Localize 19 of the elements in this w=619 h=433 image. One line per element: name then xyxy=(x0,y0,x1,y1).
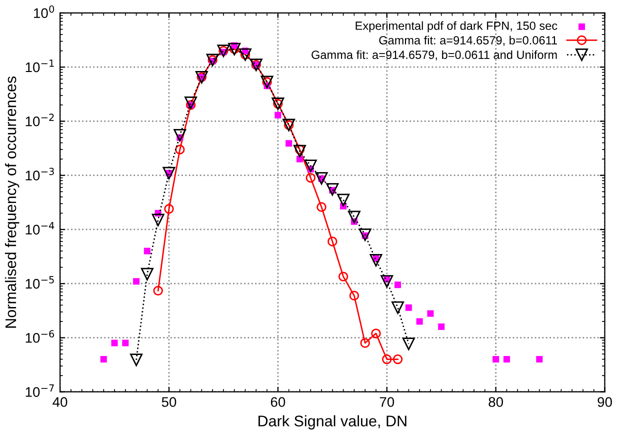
y-tick-label: 10$^{−1}$ xyxy=(26,60,54,72)
y-tick-label: 10$^{−5}$ xyxy=(26,276,54,289)
y-tick-label: 10$^{−7}$ xyxy=(26,384,54,397)
y-tick-label: 10$^{−3}$ xyxy=(26,168,54,180)
x-axis-title: Dark Signal value, DN xyxy=(258,415,406,430)
y-tick-label: 10$^{−6}$ xyxy=(26,330,54,343)
x-tick-label: 80 xyxy=(488,397,503,407)
legend-label: Gamma fit: a=914.6579, b=0.0611 xyxy=(379,36,557,46)
y-tick-label: 10$^{0}$ xyxy=(34,5,54,18)
x-tick-label: 90 xyxy=(598,397,612,407)
y-tick-label: 10$^{−4}$ xyxy=(26,222,54,235)
legend-label: Gamma fit: a=914.6579, b=0.0611 and Uniform xyxy=(312,50,557,60)
y-tick-label: 10$^{−2}$ xyxy=(26,114,54,126)
x-tick-label: 50 xyxy=(162,397,176,407)
x-tick-label: 60 xyxy=(270,397,286,407)
y-axis-title: Normalised frequency of occurrences xyxy=(4,76,20,328)
legend-label: Experimental pdf of dark FPN, 150 sec xyxy=(356,21,558,32)
x-tick-label: 70 xyxy=(380,397,394,407)
x-tick-label: 40 xyxy=(52,397,68,407)
